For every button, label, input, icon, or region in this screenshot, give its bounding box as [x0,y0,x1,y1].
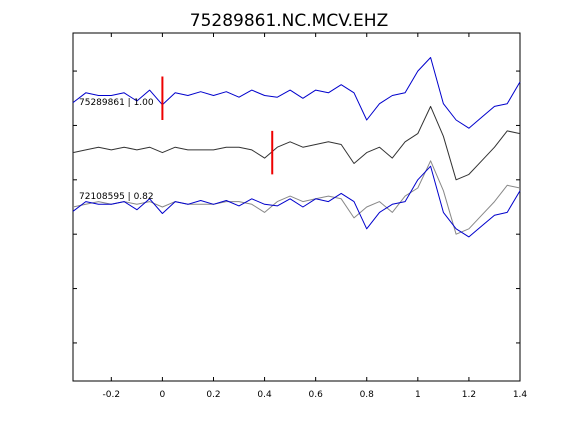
trace-label: 72108595 | 0.82 [79,192,154,202]
x-axis: -0.2 0 0.2 0.4 0.6 0.8 1 1.2 1.4 [103,33,528,400]
x-tick-label: 0.8 [360,390,375,400]
axes-frame [72,32,521,382]
chart-title: 75289861.NC.MCV.EHZ [190,11,388,31]
x-tick-label: -0.2 [103,390,121,400]
x-tick-label: 1.4 [513,390,528,400]
x-tick-label: 1.2 [462,390,476,400]
trace-labels: 75289861 | 1.00 72108595 | 0.82 [79,98,154,202]
x-tick-label: 0.2 [206,390,220,400]
x-tick-label: 0 [160,390,166,400]
trace-line-1 [72,105,521,181]
traces [72,57,521,238]
pick-markers [161,76,274,175]
y-axis [73,70,520,344]
x-tick-label: 1 [415,390,421,400]
x-tick-label: 0.6 [308,390,323,400]
x-tick-label: 0.4 [257,390,272,400]
trace-label: 75289861 | 1.00 [79,98,154,108]
trace-line-2 [72,160,521,235]
trace-line-2 [72,165,521,238]
trace-line-0 [72,57,521,129]
